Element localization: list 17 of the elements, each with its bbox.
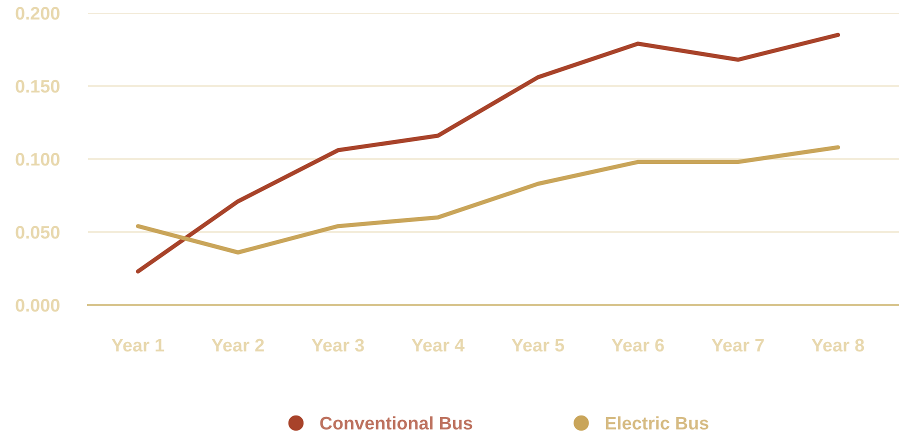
line-series [136,32,840,274]
x-tick-label: Year 8 [812,338,864,352]
x-tick-label: Year 7 [712,338,764,352]
y-tick-label: 0.050 [16,226,60,239]
y-tick-label: 0.200 [16,6,60,20]
x-tick-label: Year 4 [412,338,465,352]
line-series [136,145,840,255]
y-tick-label: 0.000 [16,298,60,312]
legend-label: Conventional Bus [320,416,472,430]
y-tick-label: 0.150 [16,80,60,93]
x-tick-label: Year 2 [212,338,264,352]
x-tick-label: Year 3 [312,338,364,352]
x-tick-label: Year 5 [512,338,564,352]
y-tick-label: 0.100 [16,152,60,166]
x-tick-label: Year 1 [112,338,164,352]
legend-label: Electric Bus [606,416,708,430]
x-tick-label: Year 6 [612,338,664,352]
